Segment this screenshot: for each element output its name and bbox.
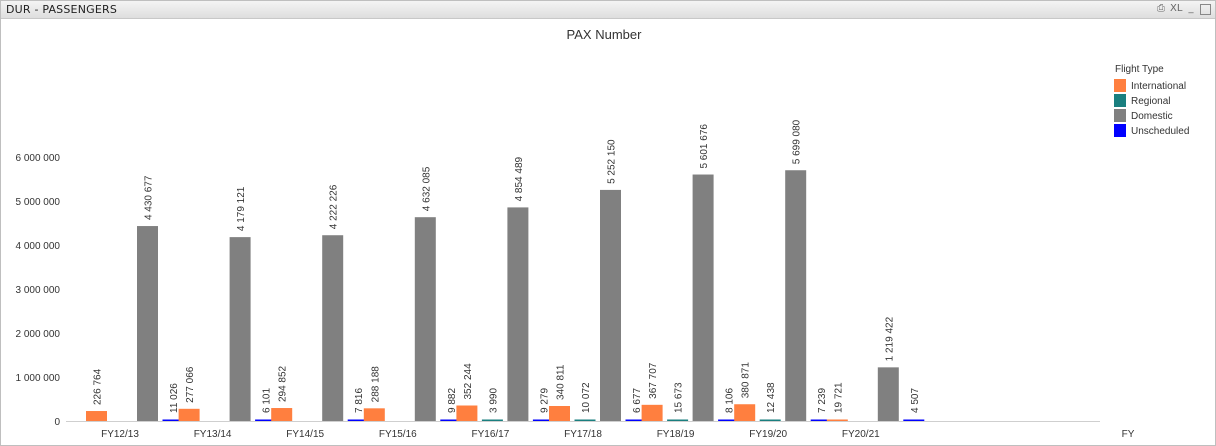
data-label: 1 219 422 — [884, 316, 895, 361]
x-tick-label: FY17/18 — [564, 429, 602, 440]
bar-domestic[interactable] — [692, 174, 714, 421]
x-tick-label: FY12/13 — [101, 429, 139, 440]
bar-unscheduled[interactable] — [718, 419, 740, 422]
data-label: 7 239 — [817, 388, 828, 413]
legend-label: Regional — [1131, 96, 1170, 107]
window-title-bar: DUR - PASSENGERS ⎙ XL _ — [1, 1, 1215, 19]
bar-international[interactable] — [178, 408, 200, 421]
data-label: 4 854 489 — [514, 156, 525, 201]
data-label: 352 244 — [463, 363, 474, 400]
data-label: 12 438 — [766, 382, 777, 413]
window-toolbar: ⎙ XL _ — [1155, 2, 1211, 15]
data-label: 4 430 677 — [144, 175, 155, 220]
x-tick-label: FY16/17 — [471, 429, 509, 440]
data-label: 4 507 — [910, 388, 921, 413]
data-label: 9 279 — [539, 388, 550, 413]
bar-international[interactable] — [363, 408, 385, 421]
bar-international[interactable] — [826, 419, 848, 422]
data-label: 4 632 085 — [421, 166, 432, 211]
x-tick-label: FY18/19 — [657, 429, 695, 440]
y-tick-label: 0 — [54, 417, 60, 428]
data-label: 380 871 — [741, 362, 752, 399]
x-tick-label: FY13/14 — [194, 429, 232, 440]
bar-international[interactable] — [86, 411, 107, 421]
bar-unscheduled[interactable] — [162, 419, 184, 422]
bar-domestic[interactable] — [877, 367, 899, 421]
data-label: 367 707 — [648, 362, 659, 399]
y-tick-label: 6 000 000 — [16, 153, 61, 164]
window-title: DUR - PASSENGERS — [6, 3, 118, 16]
plot-area: 0 1 000 000 2 000 000 3 000 000 4 000 000 5 0… — [16, 119, 1100, 440]
legend-label: Domestic — [1131, 111, 1173, 122]
data-label: 15 673 — [674, 382, 685, 413]
bar-international[interactable] — [549, 406, 570, 421]
data-label: 6 101 — [262, 388, 273, 413]
bar-domestic[interactable] — [229, 237, 251, 421]
bar-unscheduled[interactable] — [255, 419, 277, 422]
x-axis-title: FY — [1122, 429, 1135, 440]
y-tick-label: 3 000 000 — [16, 285, 61, 296]
y-tick-label: 2 000 000 — [16, 329, 61, 340]
bar-regional[interactable] — [667, 419, 689, 422]
legend: International Regional Domestic Unscheduled — [1114, 79, 1189, 137]
bar-unscheduled[interactable] — [810, 419, 832, 422]
x-tick-label: FY14/15 — [286, 429, 324, 440]
data-label: 340 811 — [556, 364, 567, 400]
excel-export-button[interactable]: XL — [1170, 3, 1183, 14]
data-label: 294 852 — [278, 365, 289, 402]
bar-unscheduled[interactable] — [532, 419, 554, 422]
bar-domestic[interactable] — [507, 207, 529, 421]
data-label: 4 222 226 — [329, 184, 340, 229]
data-label: 9 882 — [447, 388, 458, 413]
chart-title: PAX Number — [567, 27, 643, 42]
data-label: 19 721 — [833, 382, 844, 413]
bar-unscheduled[interactable] — [625, 419, 647, 422]
y-tick-label: 5 000 000 — [16, 197, 61, 208]
legend-swatch — [1114, 124, 1126, 137]
bar-domestic[interactable] — [600, 189, 621, 421]
data-label: 5 699 080 — [792, 119, 803, 164]
bar-domestic[interactable] — [414, 217, 436, 421]
data-label: 5 601 676 — [699, 124, 710, 169]
legend-title: Flight Type — [1115, 64, 1164, 75]
bar-regional[interactable] — [759, 419, 781, 422]
maximize-icon[interactable] — [1200, 4, 1211, 15]
data-label: 5 252 150 — [607, 139, 618, 184]
bar-international[interactable] — [641, 404, 663, 421]
bar-domestic[interactable] — [322, 235, 344, 421]
y-tick-label: 1 000 000 — [16, 373, 61, 384]
x-tick-label: FY19/20 — [749, 429, 787, 440]
bar-domestic[interactable] — [137, 226, 158, 421]
y-tick-label: 4 000 000 — [16, 241, 61, 252]
data-label: 10 072 — [581, 382, 592, 413]
minimize-button[interactable]: _ — [1188, 3, 1194, 14]
bar-regional[interactable] — [574, 419, 596, 422]
chart-canvas: PAX Number FY Flight Type 0 1 000 000 2 00… — [16, 27, 1190, 440]
data-label: 4 179 121 — [236, 186, 247, 231]
data-label: 3 990 — [488, 388, 499, 413]
bar-unscheduled[interactable] — [903, 419, 925, 422]
x-tick-label: FY15/16 — [379, 429, 417, 440]
data-label: 8 106 — [725, 388, 736, 413]
x-tick-label: FY20/21 — [842, 429, 880, 440]
legend-swatch — [1114, 79, 1126, 92]
printer-icon[interactable]: ⎙ — [1157, 3, 1165, 14]
bar-international[interactable] — [456, 405, 478, 421]
data-label: 226 764 — [93, 368, 104, 405]
bar-domestic[interactable] — [785, 170, 807, 421]
legend-label: Unscheduled — [1131, 126, 1189, 137]
bar-international[interactable] — [271, 408, 293, 421]
legend-swatch — [1114, 94, 1126, 107]
data-label: 288 188 — [370, 366, 381, 403]
bar-unscheduled[interactable] — [440, 419, 462, 422]
bar-unscheduled[interactable] — [347, 419, 369, 422]
data-label: 7 816 — [354, 388, 365, 413]
data-label: 6 677 — [632, 388, 643, 413]
legend-label: International — [1131, 81, 1186, 92]
legend-swatch — [1114, 109, 1126, 122]
bar-international[interactable] — [734, 404, 756, 421]
data-label: 11 026 — [169, 383, 180, 413]
bar-regional[interactable] — [481, 419, 503, 422]
data-label: 277 066 — [185, 366, 196, 403]
